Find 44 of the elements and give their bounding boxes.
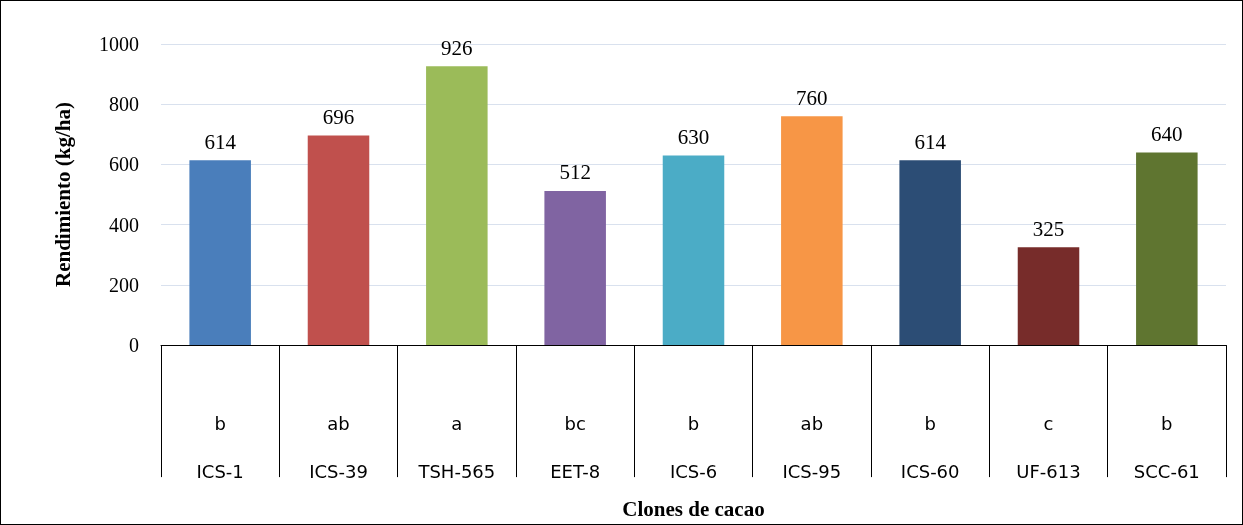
x-tick-label: EET-8 [550,460,601,482]
text: bc [564,412,586,434]
bar [1017,247,1080,346]
text: b [924,412,936,434]
data-label: 640 [1151,121,1183,146]
data-label: 325 [1032,216,1065,241]
text: b [1161,412,1173,434]
y-tick-label: 0 [129,334,139,357]
text: ab [800,412,824,434]
data-label: 614 [204,129,237,154]
y-tick-label: 600 [109,153,139,176]
bar [1136,152,1198,346]
data-label: 512 [559,160,591,185]
y-axis-title: Rendimiento (kg/ha) [50,102,75,288]
data-label: 630 [677,124,710,149]
x-tick-label: TSH-565 [417,460,496,482]
y-tick-label: 800 [109,93,139,116]
x-tick-label: ICS-95 [782,460,842,482]
x-tick-label: SCC-61 [1133,460,1200,482]
data-label: 760 [796,85,828,110]
text: a [451,412,463,434]
data-label: 614 [914,129,947,154]
bar [307,135,370,346]
bar [662,155,725,346]
bar [781,116,843,346]
data-label: 696 [322,105,355,130]
x-tick-label: ICS-1 [196,460,244,482]
x-tick-label: ICS-39 [309,460,368,482]
text: b [687,412,700,434]
x-tick-label: ICS-60 [900,460,960,482]
data-label: 926 [441,35,473,60]
x-axis-title: Clones de cacao [622,496,765,521]
text: b [214,412,226,434]
bar [544,190,606,346]
text: c [1043,412,1054,434]
bar [426,66,488,346]
text: ab [327,412,350,434]
y-tick-label: 1000 [99,33,139,55]
x-tick-label: ICS-6 [669,460,718,482]
bar [189,160,251,346]
y-tick-label: 200 [109,273,139,296]
bar [899,160,961,346]
y-tick-label: 400 [109,213,139,236]
x-tick-label: UF-613 [1016,460,1081,482]
